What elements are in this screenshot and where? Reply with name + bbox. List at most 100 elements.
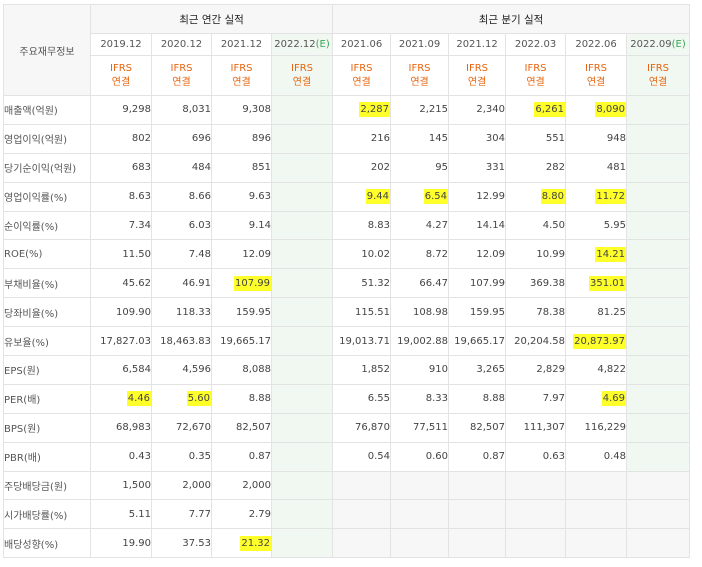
value-text: 481 <box>606 162 627 174</box>
table-row: 영업이익률(%) 8.63 8.66 9.63 9.44 6.54 12.99 8.80 11.… <box>3 181 691 212</box>
value-cell <box>270 239 334 270</box>
value-text: 20,873.97 <box>573 333 626 349</box>
ifrs-label: IFRS <box>585 62 608 74</box>
value-cell <box>270 297 334 328</box>
value-text: 109.90 <box>116 306 151 318</box>
value-text: 81.25 <box>597 306 627 318</box>
value-cell: 9.14 <box>211 210 272 241</box>
period-header: 2022.03 <box>505 33 567 56</box>
value-cell: 0.87 <box>211 441 272 472</box>
value-cell <box>270 326 334 357</box>
value-cell: 6.55 <box>332 383 392 414</box>
value-text: 2,340 <box>476 104 506 116</box>
value-cell: 1,852 <box>332 355 392 385</box>
row-label: 배당성향(%) <box>3 528 91 559</box>
period-label: 2021.06 <box>340 39 383 50</box>
value-text: 7.97 <box>542 393 566 405</box>
value-text: 7.34 <box>128 220 151 231</box>
value-text: 6.54 <box>423 189 448 205</box>
value-cell: 111,307 <box>505 412 567 443</box>
table-row: 당기순이익(억원) 683 484 851 202 95 331 282 481 <box>3 152 691 183</box>
value-text: 14.21 <box>595 246 626 262</box>
value-cell <box>626 95 691 125</box>
value-text: 77,511 <box>413 422 449 434</box>
financial-summary-panel: 주요재무정보 최근 연간 실적 최근 분기 실적 2019.12 2020.12 2… <box>3 4 691 559</box>
value-cell: 82,507 <box>211 412 272 443</box>
row-label: 부채비율(%) <box>3 268 91 299</box>
consolidated-label: 연결 <box>648 76 668 88</box>
ifrs-label: IFRS <box>524 62 547 74</box>
table-row: PER(배) 4.46 5.60 8.88 6.55 8.33 8.88 7.97 4.69 <box>3 383 691 414</box>
value-cell <box>270 268 334 299</box>
row-label: ROE(%) <box>3 239 91 270</box>
value-cell: 45.62 <box>90 268 152 299</box>
consolidated-label: 연결 <box>467 76 487 88</box>
value-cell: 8,031 <box>151 95 212 125</box>
value-cell: 6.54 <box>390 181 450 212</box>
consolidated-label: 연결 <box>526 76 545 88</box>
value-cell: 72,670 <box>151 412 212 443</box>
value-cell: 12.09 <box>211 239 272 270</box>
value-cell: 2.79 <box>211 499 272 530</box>
value-cell: 696 <box>151 123 212 154</box>
ifrs-header: IFRS 연결 <box>151 55 212 96</box>
value-cell: 8.72 <box>390 239 450 270</box>
value-text: 202 <box>370 162 391 174</box>
value-text: 76,870 <box>355 422 391 434</box>
value-text: 304 <box>485 133 506 145</box>
value-cell: 4,596 <box>151 355 212 385</box>
value-cell <box>332 470 392 501</box>
value-cell <box>270 210 334 241</box>
value-text: 696 <box>191 133 211 145</box>
value-text: 12.09 <box>476 248 506 260</box>
value-text: 68,983 <box>116 422 151 434</box>
value-cell: 304 <box>448 123 507 154</box>
value-cell: 8.63 <box>90 181 152 212</box>
value-cell <box>270 499 334 530</box>
table-row: 주당배당금(원) 1,500 2,000 2,000 <box>3 470 691 501</box>
table-row: EPS(원) 6,584 4,596 8,088 1,852 910 3,265 2,829 4… <box>3 355 691 385</box>
value-cell: 118.33 <box>151 297 212 328</box>
value-cell <box>626 499 691 530</box>
value-text: 896 <box>251 133 271 145</box>
period-label: 2021.09 <box>398 39 441 50</box>
value-text: 116,229 <box>584 422 627 434</box>
financial-table: 주요재무정보 최근 연간 실적 최근 분기 실적 2019.12 2020.12 2… <box>3 4 691 559</box>
value-text: 82,507 <box>236 422 271 434</box>
value-text: 21.32 <box>240 535 271 551</box>
value-text: 6,584 <box>122 364 151 376</box>
row-label: 순이익률(%) <box>3 210 91 241</box>
estimate-mark: (E) <box>315 39 330 50</box>
value-cell: 484 <box>151 152 212 183</box>
ifrs-header: IFRS 연결 <box>90 55 152 96</box>
value-text: 351.01 <box>589 275 626 291</box>
value-text: 282 <box>545 162 566 174</box>
value-cell: 369.38 <box>505 268 567 299</box>
period-header: 2019.12 <box>90 33 152 56</box>
ifrs-header: IFRS 연결 <box>270 55 334 96</box>
value-text: 0.43 <box>128 451 151 463</box>
value-cell <box>626 152 691 183</box>
value-text: 19.90 <box>122 537 151 549</box>
value-cell <box>505 499 567 530</box>
value-cell <box>270 95 334 125</box>
row-label-header: 주요재무정보 <box>3 4 91 96</box>
value-text: 118.33 <box>176 306 211 318</box>
value-cell <box>270 123 334 154</box>
value-text: 107.99 <box>470 277 506 289</box>
value-text: 8.72 <box>425 248 449 260</box>
value-text: 9,308 <box>242 104 271 116</box>
value-text: 0.87 <box>482 451 506 463</box>
value-cell: 4.27 <box>390 210 450 241</box>
value-cell: 0.54 <box>332 441 392 472</box>
value-text: 9.44 <box>365 189 390 205</box>
value-cell: 948 <box>565 123 628 154</box>
value-cell: 8.33 <box>390 383 450 414</box>
ifrs-header: IFRS 연결 <box>626 55 691 96</box>
value-text: 8.80 <box>540 189 565 205</box>
value-cell <box>505 470 567 501</box>
row-label: PER(배) <box>3 383 91 414</box>
value-cell <box>390 470 450 501</box>
value-text: 8,031 <box>182 104 211 116</box>
row-label: EPS(원) <box>3 355 91 385</box>
